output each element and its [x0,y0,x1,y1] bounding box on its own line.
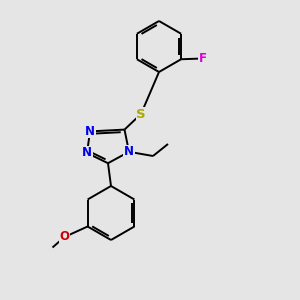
Text: N: N [82,146,92,160]
Text: S: S [136,107,146,121]
Text: N: N [124,145,134,158]
Text: F: F [199,52,207,65]
Text: O: O [59,230,70,244]
Text: N: N [85,125,95,138]
